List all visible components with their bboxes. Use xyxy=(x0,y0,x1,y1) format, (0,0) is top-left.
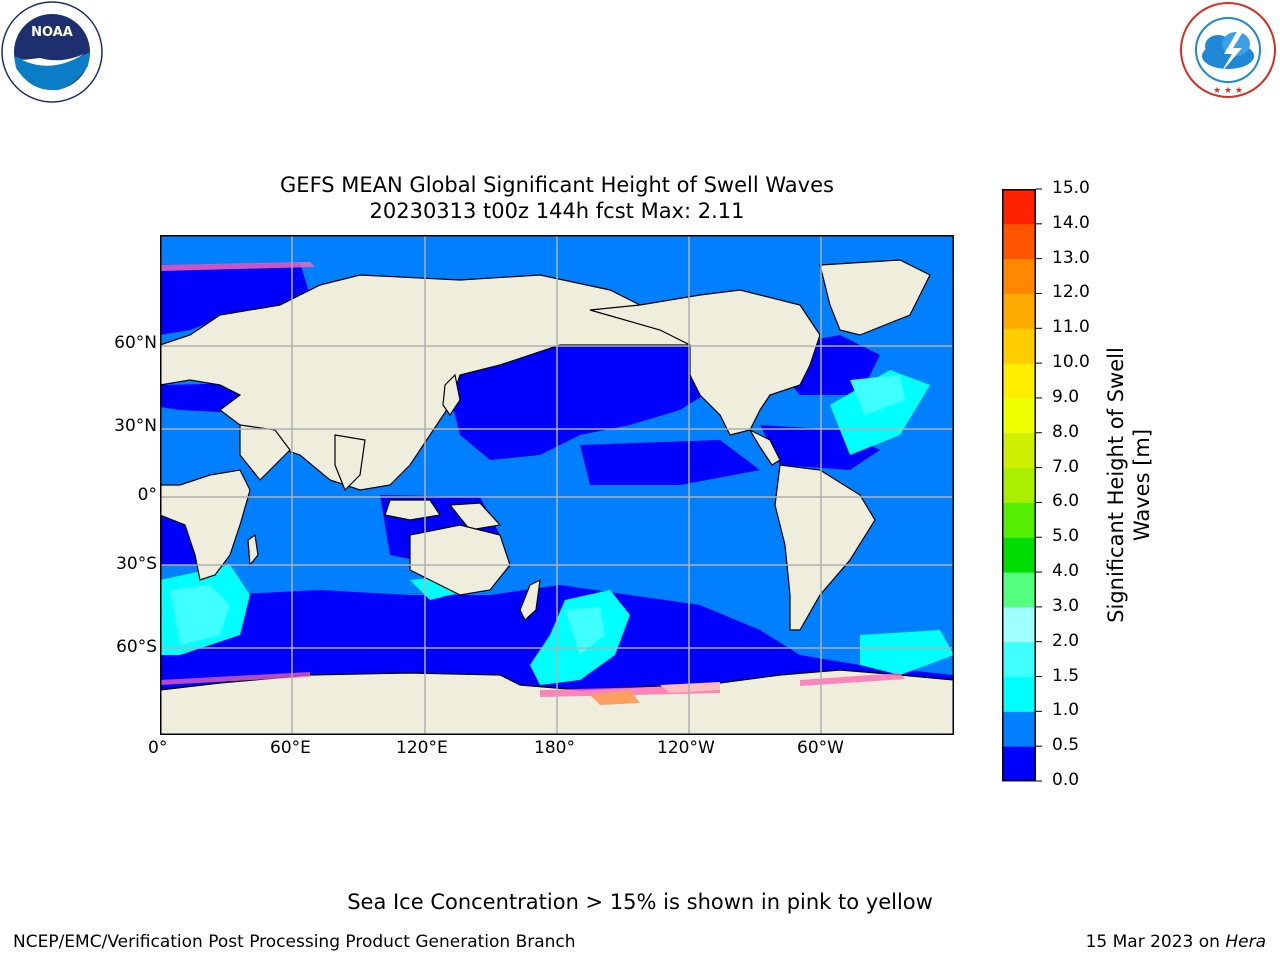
colorbar-tick-label: 10.0 xyxy=(1052,352,1090,373)
map-frame xyxy=(160,235,954,735)
world-map xyxy=(160,235,954,735)
colorbar-segment xyxy=(1002,641,1036,678)
colorbar-segment xyxy=(1002,746,1036,782)
colorbar-label-line-1: Significant Height of Swell xyxy=(1104,347,1128,623)
colorbar-tick-label: 6.0 xyxy=(1052,491,1080,512)
colorbar-tick-label: 15.0 xyxy=(1052,178,1090,198)
colorbar-tick-label: 1.5 xyxy=(1052,665,1080,686)
lat-label: 30°S xyxy=(116,554,157,574)
colorbar-segment xyxy=(1002,189,1036,225)
colorbar-tick-label: 5.0 xyxy=(1052,526,1080,547)
colorbar-tick-label: 4.0 xyxy=(1052,561,1080,582)
colorbar-tick-label: 2.0 xyxy=(1052,630,1080,651)
colorbar-segment xyxy=(1002,293,1036,329)
colorbar-frame xyxy=(1002,189,1036,781)
colorbar-segment xyxy=(1002,711,1036,747)
map-panel xyxy=(160,235,954,735)
colorbar-label-line-2: Waves [m] xyxy=(1130,428,1154,542)
colorbar-segment xyxy=(1002,502,1036,538)
colorbar-tick-label: 11.0 xyxy=(1052,317,1090,338)
footer-credit: NCEP/EMC/Verification Post Processing Pr… xyxy=(13,932,576,952)
colorbar-tick-label: 7.0 xyxy=(1052,456,1080,477)
nws-logo: ★ ★ ★ xyxy=(1178,0,1278,100)
lat-label: 60°S xyxy=(116,637,157,657)
colorbar-segment xyxy=(1002,328,1036,364)
colorbar-segment xyxy=(1002,676,1036,712)
graticule xyxy=(160,235,954,735)
colorbar-segment xyxy=(1002,572,1036,608)
sea-ice xyxy=(160,262,905,705)
noaa-logo: NOAA xyxy=(0,0,104,104)
lat-label: 0° xyxy=(137,485,157,505)
colorbar-tick-label: 8.0 xyxy=(1052,421,1080,442)
lon-label: 60°E xyxy=(270,738,311,758)
footer-date: 15 Mar 2023 on Hera xyxy=(1086,932,1266,952)
colorbar-tick-label: 1.0 xyxy=(1052,700,1080,721)
lon-label: 0° xyxy=(148,738,168,758)
colorbar-segment xyxy=(1002,223,1036,260)
map-title: GEFS MEAN Global Significant Height of S… xyxy=(160,172,954,224)
footer-machine: Hera xyxy=(1225,932,1266,952)
lon-label: 120°W xyxy=(657,738,715,758)
nws-logo-icon: ★ ★ ★ xyxy=(1180,2,1276,98)
lon-label: 120°E xyxy=(396,738,448,758)
colorbar-segment xyxy=(1002,258,1036,294)
lat-label: 60°N xyxy=(114,333,157,353)
lon-label: 180° xyxy=(534,738,575,758)
colorbar-segment xyxy=(1002,467,1036,503)
colorbar-tick-label: 9.0 xyxy=(1052,386,1080,407)
colorbar-label: Significant Height of Swell Waves [m] xyxy=(1103,315,1155,655)
colorbar-scale xyxy=(1002,188,1042,782)
colorbar-tick-label: 3.0 xyxy=(1052,595,1080,616)
lon-label: 60°W xyxy=(797,738,844,758)
colorbar-tick-label: 0.0 xyxy=(1052,770,1080,790)
noaa-logo-icon: NOAA xyxy=(1,1,103,103)
colorbar-segment xyxy=(1002,397,1036,434)
colorbar-tick-label: 12.0 xyxy=(1052,282,1090,303)
colorbar-segment xyxy=(1002,432,1036,469)
svg-text:★ ★ ★: ★ ★ ★ xyxy=(1213,86,1243,96)
colorbar-tick-label: 14.0 xyxy=(1052,212,1090,233)
colorbar-segment xyxy=(1002,363,1036,399)
lat-label: 30°N xyxy=(114,416,157,436)
sea-ice-note: Sea Ice Concentration > 15% is shown in … xyxy=(347,890,933,914)
title-line-1: GEFS MEAN Global Significant Height of S… xyxy=(280,173,834,197)
title-line-2: 20230313 t00z 144h fcst Max: 2.11 xyxy=(369,199,745,223)
colorbar-tick-label: 13.0 xyxy=(1052,247,1090,268)
swell-mid2-regions xyxy=(170,375,905,655)
colorbar-tick-label: 0.5 xyxy=(1052,735,1080,756)
colorbar xyxy=(1002,188,1042,782)
colorbar-segment xyxy=(1002,537,1036,573)
footer-date-text: 15 Mar 2023 on xyxy=(1085,932,1226,952)
noaa-logo-text: NOAA xyxy=(31,25,73,40)
colorbar-segment xyxy=(1002,606,1036,643)
